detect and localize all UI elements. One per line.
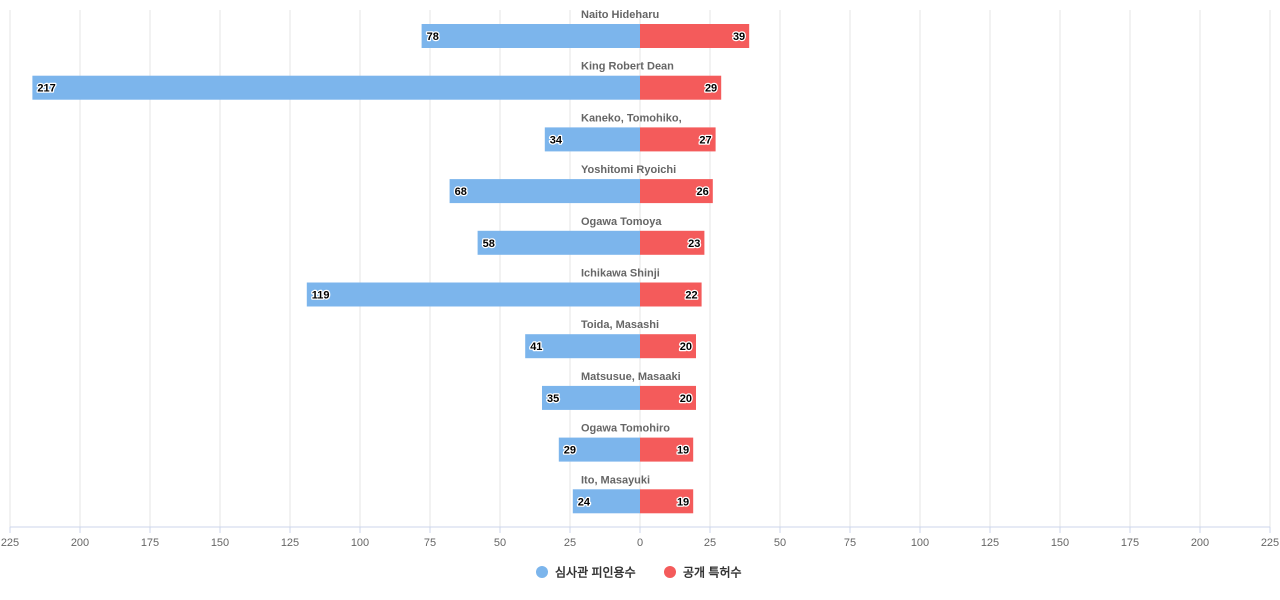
bar-right	[640, 230, 705, 255]
bar-left	[421, 24, 640, 48]
category-label: Matsusue, Masaaki	[581, 371, 681, 383]
category-label: Kaneko, Tomohiko,	[581, 112, 682, 124]
x-tick-label: 75	[844, 537, 856, 549]
category-label: Ito, Masayuki	[581, 474, 650, 486]
data-label-right: 26	[697, 186, 709, 198]
bar-left	[558, 437, 640, 462]
category-label: Naito Hideharu	[581, 9, 659, 21]
bar-right	[640, 179, 713, 204]
x-tick-label: 200	[1191, 537, 1209, 549]
bar-left	[306, 282, 640, 307]
x-tick-label: 200	[71, 537, 89, 549]
data-label-right: 29	[705, 83, 717, 95]
x-tick-label: 100	[911, 537, 929, 549]
data-label-right: 39	[733, 31, 745, 43]
category-label: Toida, Masashi	[581, 319, 659, 331]
x-tick-label: 225	[1261, 537, 1279, 549]
x-tick-label: 125	[981, 537, 999, 549]
category-label: King Robert Dean	[581, 61, 674, 73]
bars	[32, 24, 750, 514]
bar-left	[572, 489, 640, 514]
data-label-left: 34	[550, 134, 563, 146]
x-tick-label: 150	[211, 537, 229, 549]
data-label-left: 58	[483, 238, 495, 250]
bar-right	[640, 437, 694, 462]
bar-right	[640, 385, 696, 410]
legend: 심사관 피인용수 공개 특허수	[536, 565, 742, 580]
data-label-right: 19	[677, 445, 689, 457]
x-tick-label: 0	[637, 537, 643, 549]
legend-label: 공개 특허수	[683, 565, 742, 580]
data-label-left: 29	[564, 445, 576, 457]
x-tick-label: 25	[704, 537, 716, 549]
bar-right	[640, 282, 702, 307]
bar-right	[640, 127, 716, 152]
x-tick-label: 50	[494, 537, 506, 549]
bar-left	[525, 334, 640, 359]
category-label: Ogawa Tomohiro	[581, 423, 670, 435]
category-label: Ichikawa Shinji	[581, 268, 660, 280]
x-tick-label: 75	[424, 537, 436, 549]
category-label: Yoshitomi Ryoichi	[581, 164, 676, 176]
data-label-right: 20	[680, 341, 692, 353]
bar-right	[640, 75, 722, 100]
x-tick-label: 50	[774, 537, 786, 549]
x-tick-label: 125	[281, 537, 299, 549]
bar-left	[544, 127, 640, 152]
data-label-right: 23	[688, 238, 700, 250]
x-tick-label: 225	[1, 537, 19, 549]
bar-right	[640, 334, 696, 359]
data-label-left: 35	[547, 393, 559, 405]
x-axis-tick-labels: 225 200 175 150 125 100 75 50 25 0 25 50 75 100 125 150…	[1, 527, 1279, 549]
data-label-right: 22	[685, 290, 697, 302]
bar-right	[640, 489, 694, 514]
data-label-left: 78	[427, 31, 439, 43]
legend-label: 심사관 피인용수	[555, 565, 636, 580]
legend-item-2[interactable]: 공개 특허수	[664, 565, 742, 580]
x-tick-label: 150	[1051, 537, 1069, 549]
bar-left	[542, 385, 640, 410]
data-label-left: 24	[578, 496, 591, 508]
legend-marker	[664, 566, 676, 578]
data-label-left: 41	[530, 341, 542, 353]
data-label-left: 68	[455, 186, 467, 198]
legend-marker	[536, 566, 548, 578]
x-tick-label: 175	[1121, 537, 1139, 549]
bar-left	[32, 75, 640, 100]
bar-left	[449, 179, 640, 204]
category-labels: Naito Hideharu King Robert Dean Kaneko, To…	[581, 9, 682, 486]
data-label-right: 27	[699, 134, 711, 146]
data-label-right: 20	[680, 393, 692, 405]
data-label-left: 217	[37, 83, 55, 95]
x-tick-label: 175	[141, 537, 159, 549]
legend-item-1[interactable]: 심사관 피인용수	[536, 565, 636, 580]
x-tick-label: 100	[351, 537, 369, 549]
category-label: Ogawa Tomoya	[581, 216, 662, 228]
data-labels: 78 39 217 29 34 27 68 26 58 23 119 22 41 20 35 20 29 19 24…	[36, 30, 746, 510]
data-label-right: 19	[677, 496, 689, 508]
x-tick-label: 25	[564, 537, 576, 549]
bar-right	[640, 24, 750, 48]
bar-left	[477, 230, 640, 255]
data-label-left: 119	[312, 290, 330, 302]
